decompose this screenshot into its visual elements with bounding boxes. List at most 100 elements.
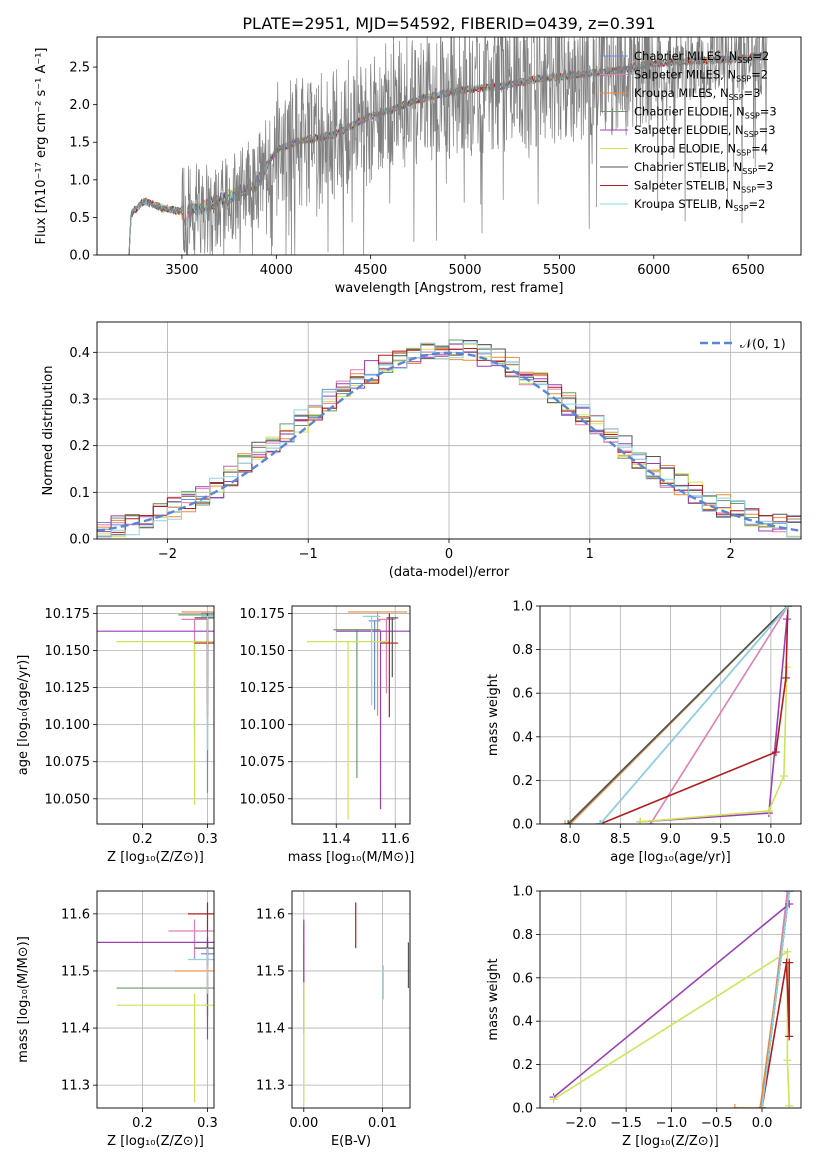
legend-entry-name: Salpeter ELODIE, N bbox=[634, 123, 744, 137]
legend-entry-sub: SSP bbox=[736, 75, 751, 84]
y-axis-label: mass [log₁₀(M/M⊙)] bbox=[16, 936, 31, 1063]
x-tick-label: 0.2 bbox=[132, 832, 153, 847]
y-tick-label: 0.4 bbox=[512, 730, 533, 745]
y-tick-label: 0.3 bbox=[69, 393, 90, 408]
plot-body bbox=[303, 902, 410, 1103]
data-point-marker bbox=[785, 1101, 794, 1108]
histogram-step bbox=[97, 340, 801, 537]
y-tick-label: 10.125 bbox=[240, 681, 286, 696]
x-tick-label: 0.00 bbox=[289, 1116, 318, 1131]
x-tick-label: 0.3 bbox=[197, 832, 218, 847]
grid bbox=[97, 606, 214, 824]
x-tick-label: 5500 bbox=[543, 263, 576, 278]
y-tick-label: 0.4 bbox=[512, 1015, 533, 1030]
legend-entry: Salpeter MILES, NSSP=2 bbox=[634, 68, 768, 84]
y-tick-label: 0.6 bbox=[512, 687, 533, 702]
y-axis-label: Flux [fλ10⁻¹⁷ erg cm⁻² s⁻¹ A⁻¹] bbox=[34, 48, 49, 245]
legend-entry-tail: =2 bbox=[749, 197, 766, 211]
data-point-marker bbox=[764, 806, 773, 815]
x-tick-label: −1.5 bbox=[610, 1116, 642, 1131]
x-tick-label: 8.5 bbox=[610, 832, 631, 847]
plot-body bbox=[97, 902, 214, 1103]
y-tick-label: 11.3 bbox=[61, 1079, 90, 1094]
legend-entry-name: Salpeter MILES, N bbox=[634, 68, 736, 82]
data-point-marker bbox=[561, 820, 570, 824]
y-tick-label: 2.0 bbox=[69, 98, 90, 113]
mass-weight-line bbox=[761, 962, 790, 1108]
y-tick-label: 11.4 bbox=[61, 1022, 90, 1037]
x-tick-label: 0.0 bbox=[752, 1116, 773, 1131]
legend-entry-sub: SSP bbox=[736, 149, 751, 158]
data-point-marker bbox=[549, 1095, 558, 1104]
x-axis-label: Z [log₁₀(Z/Z⊙)] bbox=[107, 1134, 204, 1149]
axes-frame bbox=[291, 890, 411, 1109]
grid bbox=[97, 891, 214, 1108]
grid bbox=[292, 606, 410, 824]
legend-entry-tail: =2 bbox=[757, 160, 774, 174]
y-tick-label: 11.3 bbox=[256, 1079, 285, 1094]
mass-weight-line bbox=[640, 666, 788, 823]
y-tick-label: 11.5 bbox=[256, 964, 285, 979]
mass-weight-line bbox=[599, 606, 789, 824]
mass-weight-line bbox=[553, 903, 790, 1098]
y-tick-label: 11.6 bbox=[256, 907, 285, 922]
plot-body bbox=[306, 611, 410, 820]
y-tick-label: 0.2 bbox=[512, 774, 533, 789]
y-tick-label: 0.0 bbox=[512, 818, 533, 833]
data-point-marker bbox=[783, 891, 792, 895]
y-tick-label: 10.125 bbox=[45, 681, 91, 696]
x-axis-label: Z [log₁₀(Z/Z⊙)] bbox=[107, 850, 204, 865]
x-tick-label: 11.4 bbox=[322, 832, 351, 847]
grid bbox=[292, 891, 410, 1108]
y-tick-label: 0.0 bbox=[69, 249, 90, 264]
x-tick-label: 0.01 bbox=[368, 1116, 397, 1131]
legend-entry: Chabrier ELODIE, NSSP=3 bbox=[634, 105, 777, 121]
legend-entry-sub: SSP bbox=[744, 130, 759, 139]
plot-area: 3500 4000 4500 5000 5500 6000 6500 0.0 0.5 1.0 1.5… bbox=[16, 36, 802, 1149]
legend-entry: Chabrier STELIB, NSSP=2 bbox=[634, 160, 774, 176]
y-tick-label: 1.5 bbox=[69, 136, 90, 151]
x-axis-label: age [log₁₀(age/yr)] bbox=[610, 850, 731, 865]
data-point-marker bbox=[730, 1104, 739, 1108]
x-tick-label: 8.0 bbox=[560, 832, 581, 847]
y-axis-label: mass weight bbox=[486, 958, 501, 1040]
legend-entry: 𝒩(0, 1) bbox=[740, 336, 786, 351]
x-tick-label: 2 bbox=[726, 547, 734, 562]
legend-entry-tail: =3 bbox=[760, 105, 777, 119]
axes-frame bbox=[96, 890, 215, 1109]
y-tick-label: 0.8 bbox=[512, 643, 533, 658]
y-axis-label: Normed distribution bbox=[41, 366, 56, 496]
axes-frame bbox=[96, 321, 802, 540]
mass-weight-line bbox=[649, 606, 789, 824]
legend-entry-name: Chabrier MILES, N bbox=[634, 49, 737, 63]
legend-entry: Kroupa STELIB, NSSP=2 bbox=[634, 197, 765, 213]
y-tick-label: 0.0 bbox=[69, 533, 90, 548]
x-tick-label: −2 bbox=[158, 547, 177, 562]
x-axis-label: E(B-V) bbox=[331, 1134, 371, 1149]
x-axis-label: wavelength [Angstrom, rest frame] bbox=[335, 281, 564, 296]
y-tick-label: 0.6 bbox=[512, 971, 533, 986]
mass-weight-line bbox=[761, 891, 790, 1108]
x-tick-label: 4000 bbox=[260, 263, 293, 278]
x-tick-label: 0 bbox=[445, 547, 453, 562]
x-tick-label: 4500 bbox=[354, 263, 387, 278]
axes-frame bbox=[96, 605, 215, 825]
data-point-marker bbox=[785, 1032, 794, 1041]
data-point-marker bbox=[783, 947, 792, 956]
observed-spectrum bbox=[128, 37, 768, 255]
normal-curve bbox=[97, 351, 799, 532]
x-tick-label: 6500 bbox=[732, 263, 765, 278]
y-tick-label: 0.2 bbox=[512, 1058, 533, 1073]
x-tick-label: 11.6 bbox=[381, 832, 410, 847]
legend-entry-sub: SSP bbox=[734, 204, 749, 213]
y-tick-label: 11.6 bbox=[61, 907, 90, 922]
figure-title: PLATE=2951, MJD=54592, FIBERID=0439, z=0… bbox=[242, 14, 655, 33]
y-axis-label: mass weight bbox=[486, 674, 501, 756]
legend-entry-sub: SSP bbox=[742, 167, 757, 176]
y-tick-label: 10.075 bbox=[45, 755, 91, 770]
x-tick-label: −1 bbox=[299, 547, 318, 562]
y-tick-label: 10.150 bbox=[45, 644, 91, 659]
y-tick-label: 10.050 bbox=[240, 792, 286, 807]
data-point-marker bbox=[785, 958, 794, 967]
